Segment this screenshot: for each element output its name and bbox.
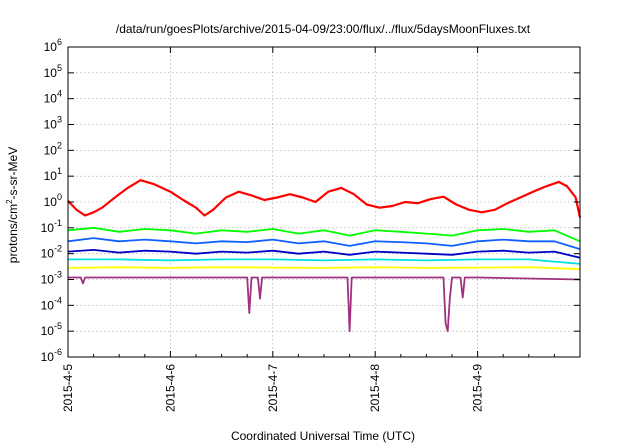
y-tick-label: 10-5 (41, 321, 62, 338)
y-tick-exponent: -1 (54, 218, 62, 228)
y-tick-exponent: 4 (57, 89, 62, 99)
y-tick-exponent: 3 (57, 115, 62, 125)
y-tick-label: 10-6 (41, 347, 62, 364)
y-tick-exponent: 5 (57, 63, 62, 73)
y-tick-base: 10 (41, 247, 55, 261)
y-tick-exponent: -3 (54, 270, 62, 280)
x-tick-label: 2015-4-7 (266, 364, 280, 412)
y-tick-exponent: 1 (57, 166, 62, 176)
y-axis-label-sup: 2 (5, 199, 14, 204)
series-line-1 (67, 179, 582, 218)
y-tick-base: 10 (44, 66, 58, 80)
y-axis-label-prefix: protons/cm (6, 204, 20, 263)
y-tick-base: 10 (44, 118, 58, 132)
y-tick-label: 100 (44, 192, 62, 209)
series-line-2 (67, 226, 581, 243)
series-line-5 (68, 258, 581, 265)
y-axis-label: protons/cm2-s-sr-MeV (5, 147, 20, 263)
chart-title: /data/run/goesPlots/archive/2015-04-09/2… (116, 22, 531, 36)
y-tick-base: 10 (41, 221, 55, 235)
y-tick-exponent: 0 (57, 192, 62, 202)
x-tick-label: 2015-4-6 (163, 364, 177, 412)
y-tick-exponent: -4 (54, 295, 62, 305)
grid-lines (68, 47, 580, 357)
y-axis-label-suffix: -s-sr-MeV (6, 147, 20, 200)
x-tick-label: 2015-4-9 (471, 364, 485, 412)
y-tick-base: 10 (41, 273, 55, 287)
y-tick-exponent: 6 (57, 37, 62, 47)
series-line-4 (67, 248, 581, 259)
x-tick-label: 2015-4-8 (368, 364, 382, 412)
series-group (67, 179, 582, 333)
x-axis-ticks: 2015-4-5 2015-4-6 2015-4-7 2015-4-8 2015-4-9 (61, 47, 581, 412)
y-tick-label: 10-4 (41, 295, 62, 312)
y-tick-label: 103 (44, 115, 62, 132)
y-tick-base: 10 (44, 143, 58, 157)
y-tick-base: 10 (41, 298, 55, 312)
series-line-7 (68, 276, 581, 333)
y-axis-ticks: 10-610-510-410-310-210-11001011021031041… (41, 37, 580, 364)
y-tick-exponent: -6 (54, 347, 62, 357)
y-tick-label: 10-1 (41, 218, 62, 235)
y-tick-label: 10-3 (41, 270, 62, 287)
series-line-6 (67, 266, 581, 271)
y-tick-label: 102 (44, 140, 62, 157)
y-tick-exponent: -5 (54, 321, 62, 331)
y-tick-base: 10 (44, 40, 58, 54)
y-tick-exponent: 2 (57, 140, 62, 150)
y-tick-base: 10 (44, 169, 58, 183)
y-tick-base: 10 (41, 350, 55, 364)
y-tick-label: 101 (44, 166, 62, 183)
y-tick-exponent: -2 (54, 244, 62, 254)
x-tick-label: 2015-4-5 (61, 364, 75, 412)
y-tick-base: 10 (44, 195, 58, 209)
y-tick-label: 105 (44, 63, 62, 80)
series-line-3 (67, 237, 581, 250)
y-tick-label: 104 (44, 89, 62, 106)
y-tick-base: 10 (44, 92, 58, 106)
y-tick-label: 106 (44, 37, 62, 54)
y-tick-base: 10 (41, 324, 55, 338)
x-axis-label: Coordinated Universal Time (UTC) (231, 429, 415, 443)
y-tick-label: 10-2 (41, 244, 62, 261)
